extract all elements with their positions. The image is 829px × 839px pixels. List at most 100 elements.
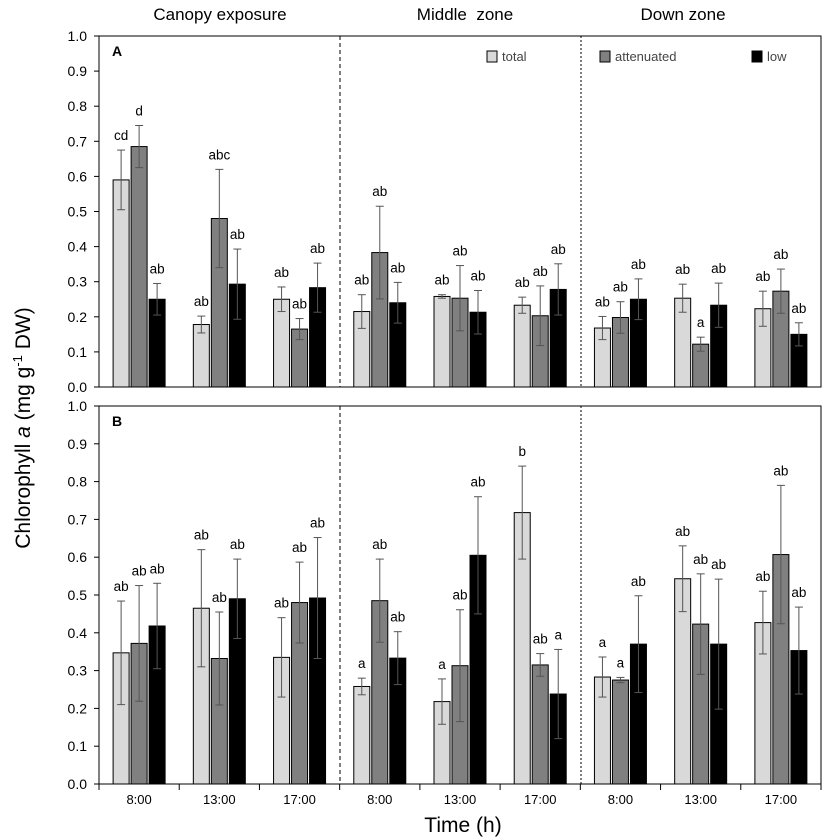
- significance-label: ab: [212, 590, 227, 605]
- y-tick-label: 0.4: [68, 625, 88, 641]
- significance-label: ab: [470, 475, 485, 490]
- legend-swatch-total: [486, 50, 498, 63]
- bar-total: [433, 295, 451, 388]
- significance-label: ab: [755, 569, 770, 584]
- y-tick-label: 0.3: [68, 663, 88, 679]
- bar-total: [273, 298, 291, 388]
- bar-attenuated: [611, 679, 629, 785]
- legend-label-attenuated: attenuated: [615, 49, 676, 64]
- significance-label: a: [438, 657, 446, 672]
- significance-label: ab: [791, 585, 806, 600]
- significance-label: ab: [372, 184, 387, 199]
- x-tick-label: 13:00: [444, 792, 477, 807]
- y-axis-title-italic: a: [12, 426, 35, 438]
- significance-label: ab: [230, 227, 245, 242]
- significance-label: a: [697, 315, 705, 330]
- x-tick-label: 8:00: [367, 792, 392, 807]
- bar-attenuated: [130, 146, 148, 388]
- significance-label: ab: [533, 264, 548, 279]
- y-tick-label: 0.5: [68, 204, 88, 220]
- significance-label: ab: [755, 269, 770, 284]
- significance-label: ab: [631, 257, 646, 272]
- y-tick-label: 0.8: [68, 98, 88, 114]
- significance-label: ab: [274, 265, 289, 280]
- y-axis-title-unit: (mg g: [12, 367, 35, 427]
- significance-label: ab: [773, 247, 788, 262]
- zone-titles: Canopy exposure Middle zone Down zone: [153, 5, 725, 24]
- legend: total attenuated low: [486, 49, 787, 64]
- x-tick-label: 13:00: [203, 792, 236, 807]
- x-tick-label: 13:00: [684, 792, 717, 807]
- y-axis-title: Chlorophyll a (mg g-1 DW): [10, 307, 35, 548]
- bar-total: [112, 179, 130, 388]
- significance-label: ab: [390, 610, 405, 625]
- bar-attenuated: [531, 664, 549, 785]
- significance-label: ab: [310, 241, 325, 256]
- bar-total: [192, 324, 210, 388]
- y-tick-label: 0.0: [68, 776, 88, 792]
- y-tick-label: 0.6: [68, 549, 88, 565]
- significance-label: ab: [631, 574, 646, 589]
- significance-label: ab: [452, 244, 467, 259]
- significance-label: abc: [208, 147, 230, 162]
- significance-label: ab: [194, 294, 209, 309]
- y-tick-label: 0.1: [68, 738, 88, 754]
- significance-label: ab: [452, 588, 467, 603]
- y-axis-title-unit-end: DW): [12, 307, 35, 355]
- significance-label: d: [135, 104, 143, 119]
- significance-label: ab: [292, 540, 307, 555]
- y-tick-label: 0.2: [68, 700, 88, 716]
- x-tick-label: 17:00: [524, 792, 557, 807]
- significance-label: ab: [515, 275, 530, 290]
- significance-label: ab: [595, 294, 610, 309]
- y-tick-label: 0.9: [68, 63, 88, 79]
- significance-label: ab: [613, 280, 628, 295]
- y-tick-label: 0.9: [68, 436, 88, 452]
- y-tick-label: 0.5: [68, 587, 88, 603]
- zone-title-down: Down zone: [640, 5, 725, 24]
- y-tick-label: 0.6: [68, 168, 88, 184]
- y-tick-label: 0.3: [68, 274, 88, 290]
- significance-label: ab: [791, 301, 806, 316]
- significance-label: ab: [354, 273, 369, 288]
- y-tick-label: 0.4: [68, 239, 88, 255]
- legend-label-total: total: [502, 49, 527, 64]
- significance-label: ab: [150, 261, 165, 276]
- significance-label: ab: [194, 528, 209, 543]
- significance-label: a: [358, 656, 366, 671]
- y-tick-label: 0.2: [68, 309, 88, 325]
- zone-title-middle: Middle zone: [417, 5, 513, 24]
- significance-label: ab: [773, 463, 788, 478]
- significance-label: ab: [470, 268, 485, 283]
- significance-label: a: [617, 655, 625, 670]
- significance-label: ab: [711, 557, 726, 572]
- significance-label: ab: [310, 516, 325, 531]
- significance-label: ab: [372, 537, 387, 552]
- significance-label: cd: [114, 128, 128, 143]
- x-axis: 8:00 13:00 17:00 8:00 13:00 17:00 8:00 13:00 17:…: [98, 784, 822, 807]
- significance-label: ab: [292, 297, 307, 312]
- zone-title-canopy: Canopy exposure: [153, 5, 286, 24]
- legend-label-low: low: [767, 49, 787, 64]
- significance-label: ab: [693, 552, 708, 567]
- y-axis-title-sup: -1: [10, 355, 25, 367]
- y-tick-label: 0.8: [68, 474, 88, 490]
- y-tick-label: 0.1: [68, 344, 88, 360]
- panel-label: A: [112, 43, 122, 59]
- significance-label: ab: [533, 632, 548, 647]
- legend-swatch-attenuated: [599, 50, 611, 63]
- x-axis-title: Time (h): [424, 814, 501, 837]
- x-tick-label: 17:00: [765, 792, 798, 807]
- bar-total: [353, 685, 371, 785]
- significance-label: ab: [675, 262, 690, 277]
- significance-label: ab: [230, 537, 245, 552]
- y-tick-label: 1.0: [68, 398, 88, 414]
- significance-label: ab: [150, 561, 165, 576]
- significance-label: a: [599, 635, 607, 650]
- panel-a: 0.00.10.20.30.40.50.60.70.80.91.0Acddaba…: [68, 28, 822, 395]
- legend-swatch-low: [751, 50, 763, 63]
- significance-label: a: [554, 627, 562, 642]
- significance-label: ab: [551, 242, 566, 257]
